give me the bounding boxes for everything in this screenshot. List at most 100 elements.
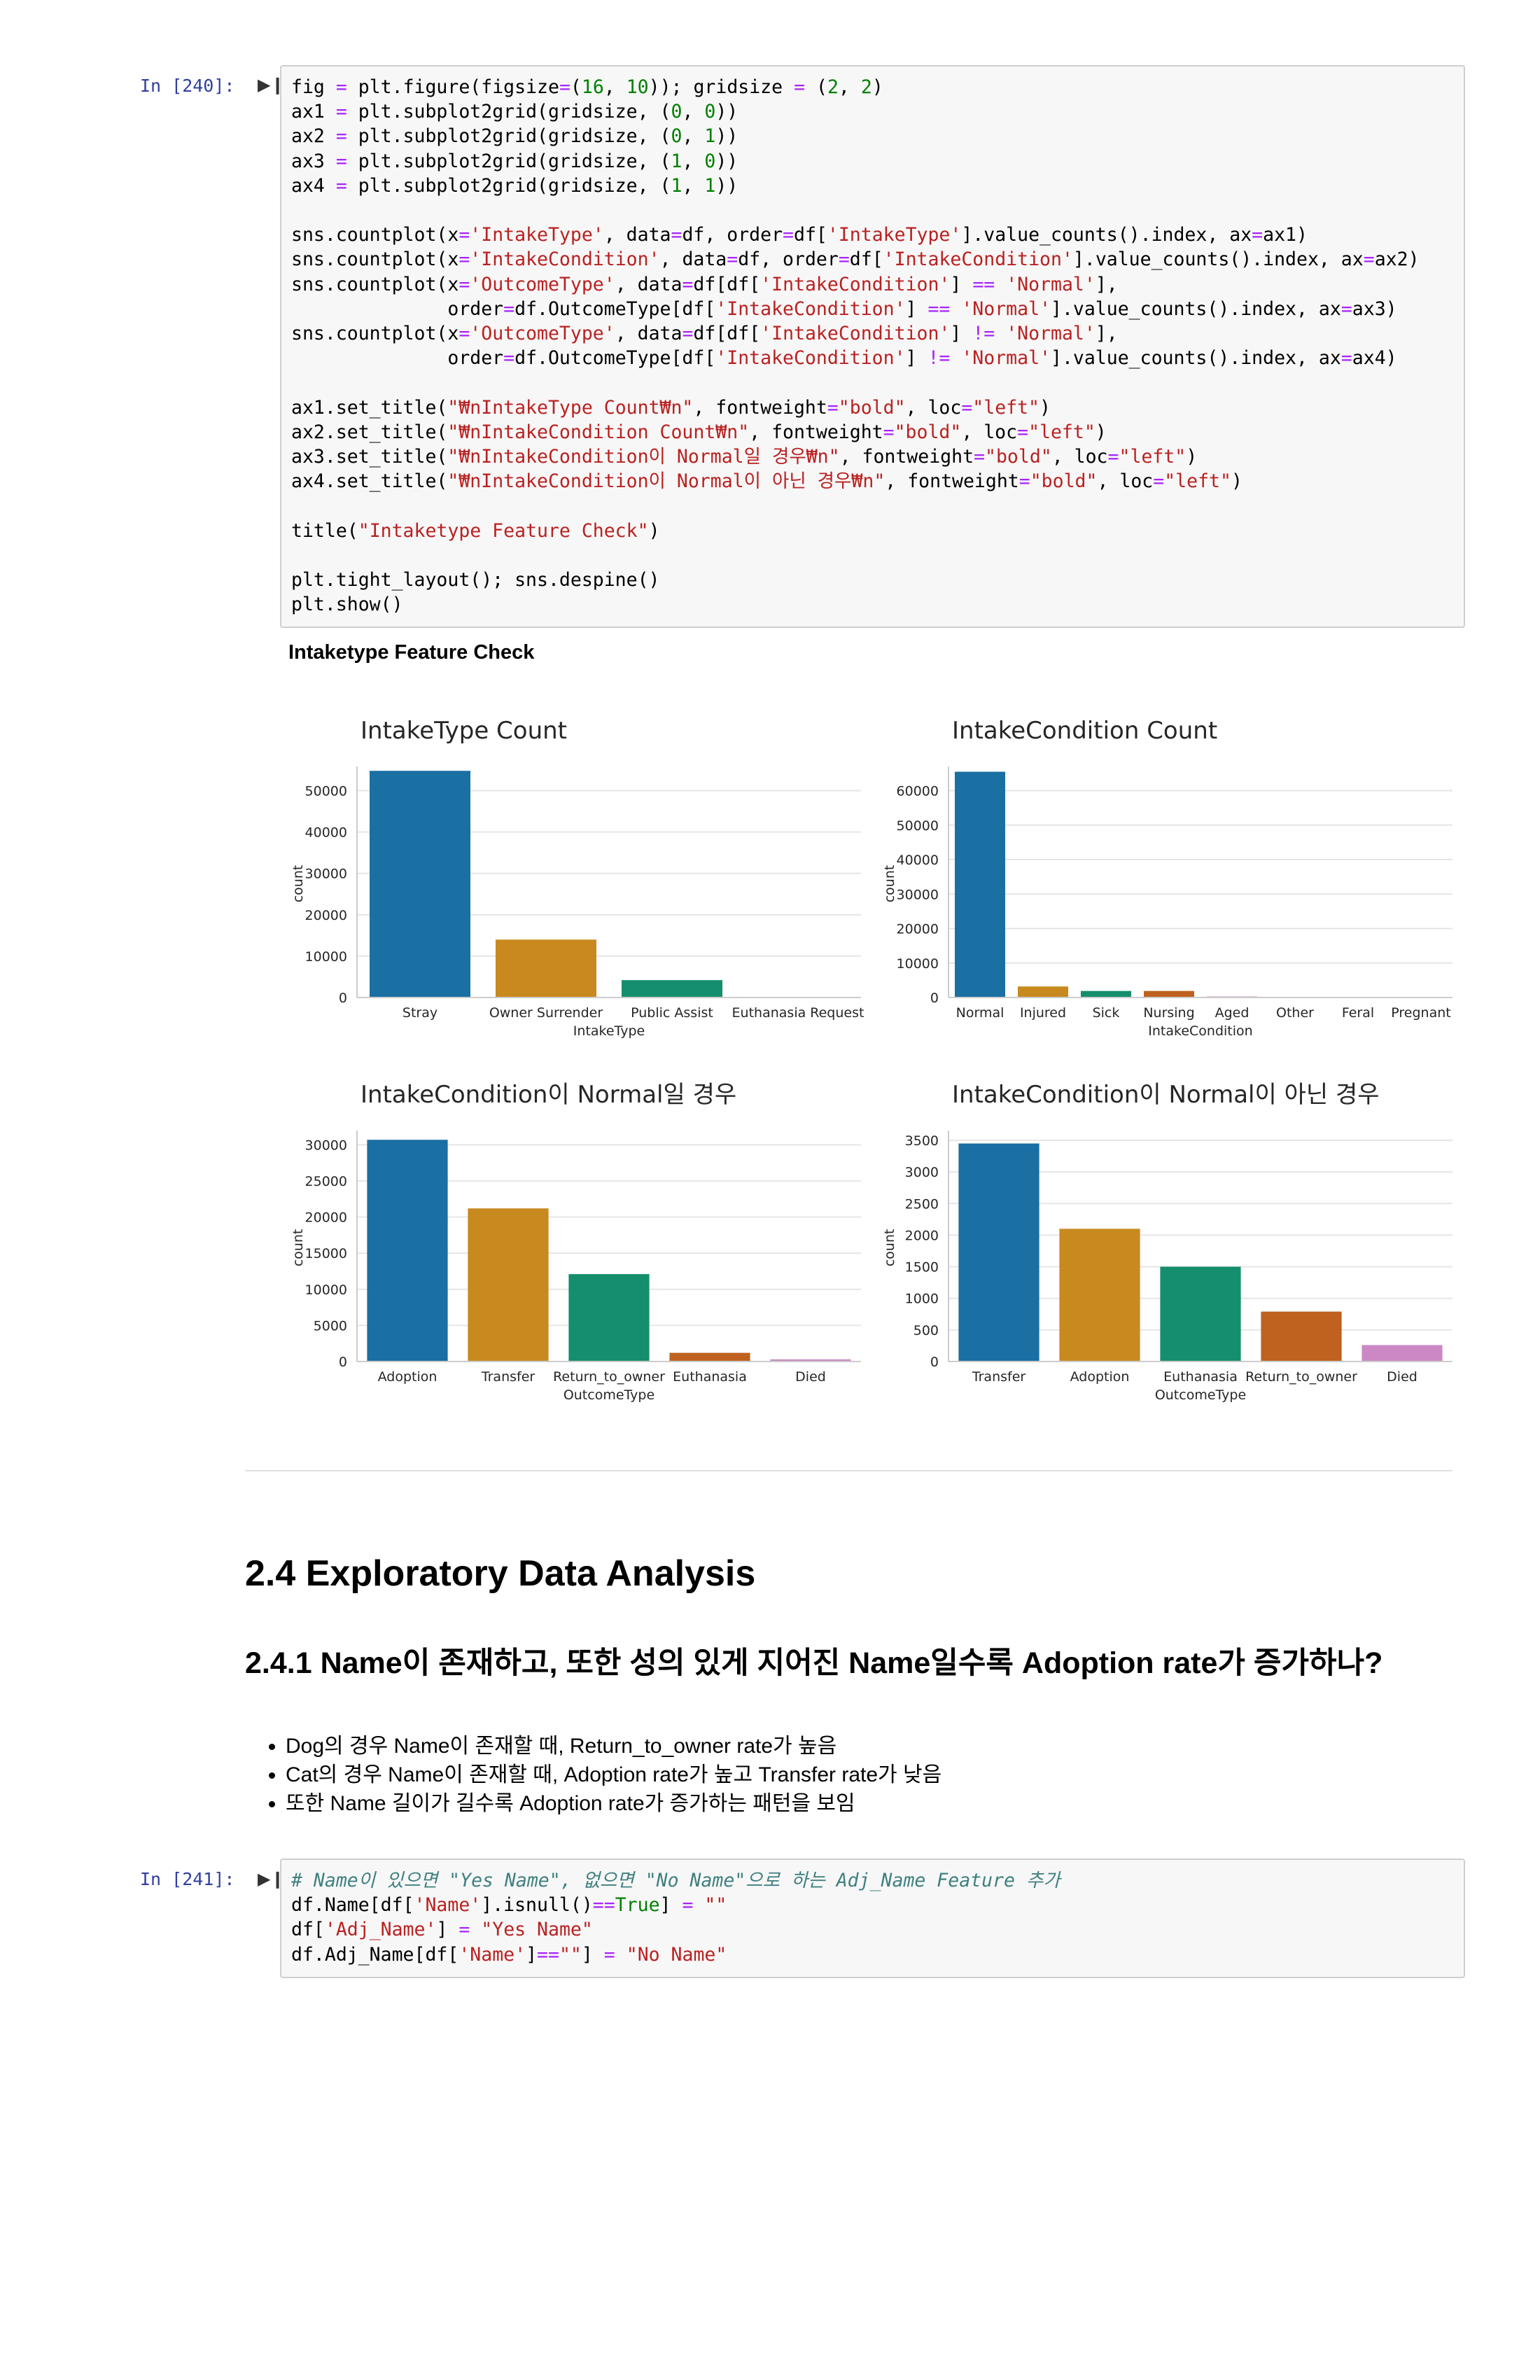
code-token: != (927, 347, 951, 370)
y-tick-label: 0 (930, 990, 939, 1006)
code-line (291, 372, 302, 393)
code-token: 0 (671, 125, 682, 148)
code-token: ax2) (1374, 248, 1420, 271)
code-cell-240[interactable]: fig = plt.figure(figsize=(16, 10)); grid… (280, 65, 1465, 628)
y-tick-label: 25000 (305, 1174, 347, 1189)
code-token: 16 (581, 76, 604, 98)
code-token: ] (526, 1943, 538, 1966)
code-token: ) (872, 76, 883, 98)
code-token: "bold" (838, 396, 906, 419)
code-token: 10 (626, 76, 649, 98)
code-token: = (503, 347, 515, 370)
bar (367, 1140, 448, 1362)
code-cell-241[interactable]: # Name이 있으면 "Yes Name", 없으면 "No Name"으로 … (280, 1858, 1465, 1978)
code-token: != (972, 323, 995, 345)
y-tick-label: 50000 (897, 818, 939, 834)
code-token: order (291, 347, 504, 370)
code-token: ] (905, 298, 928, 320)
code-token: ].isnull() (481, 1894, 593, 1917)
y-tick-label: 20000 (305, 1210, 347, 1226)
code-token: , data (603, 224, 671, 246)
code-token: )) (715, 174, 738, 197)
code-token: ] (659, 1894, 682, 1917)
code-token: = (883, 421, 895, 443)
code-token: "bold" (1030, 470, 1098, 493)
y-tick-label: 30000 (305, 867, 347, 882)
x-tick-label: Euthanasia (1163, 1369, 1238, 1385)
code-token: = (458, 1919, 470, 1941)
code-line: ax3.set_title("₩nIntakeCondition이 Normal… (291, 446, 1197, 468)
code-editor-241[interactable]: # Name이 있으면 "Yes Name", 없으면 "No Name"으로 … (291, 1868, 1454, 1967)
code-token: ].value_counts().index, ax (1072, 248, 1364, 271)
code-token: == (537, 1943, 559, 1966)
bar (370, 771, 470, 997)
x-tick-label: Died (795, 1369, 826, 1385)
code-token: = (682, 323, 694, 345)
code-token: 1 (704, 125, 716, 148)
code-token: , loc (905, 396, 962, 419)
code-token: plt.subplot2grid(gridsize, ( (346, 101, 671, 123)
code-token: "left" (1028, 421, 1096, 443)
y-tick-label: 60000 (897, 784, 939, 799)
code-token (950, 298, 961, 320)
code-token: = (335, 76, 347, 98)
cell-240-prompt: In [240]: (140, 76, 235, 96)
code-token: = (783, 224, 794, 246)
x-axis-label: IntakeCondition (1148, 1023, 1252, 1039)
y-axis-label: count (882, 865, 897, 903)
code-token: = (1107, 446, 1119, 468)
code-token: 'OutcomeType' (470, 323, 615, 345)
y-tick-label: 500 (913, 1323, 939, 1338)
code-token: ] (436, 1919, 459, 1941)
code-token: "₩nIntakeCondition이 Normal이 아닌 경우₩n" (447, 470, 886, 493)
code-line: plt.tight_layout(); sns.despine() (291, 569, 660, 591)
code-token: df.OutcomeType[df[ (514, 298, 716, 320)
code-token: "" (559, 1943, 582, 1966)
y-axis-label: count (290, 865, 306, 903)
y-tick-label: 40000 (897, 853, 939, 868)
code-token: 'IntakeCondition' (715, 298, 906, 320)
code-token: == (927, 298, 951, 320)
x-tick-label: Nursing (1143, 1005, 1194, 1021)
code-token: , (838, 76, 861, 98)
code-token: plt.subplot2grid(gridsize, ( (346, 150, 671, 172)
bar (955, 771, 1005, 997)
code-token: ].value_counts().index, ax (1050, 347, 1341, 370)
code-token: "₩nIntakeCondition Count₩n" (447, 421, 750, 443)
code-token: # Name이 있으면 "Yes Name", 없으면 "No Name"으로 … (291, 1870, 1060, 1891)
code-line: ax3 = plt.subplot2grid(gridsize, (1, 0)) (291, 150, 738, 172)
code-token: 'Name' (458, 1943, 526, 1966)
code-token: "bold" (894, 421, 962, 443)
section-divider (245, 1470, 1452, 1471)
code-line: ax2 = plt.subplot2grid(gridsize, (0, 1)) (291, 125, 738, 147)
code-token: = (838, 248, 850, 271)
code-token: = (335, 150, 347, 172)
code-token: , (603, 76, 626, 98)
code-token: df[ (794, 224, 827, 246)
code-token: ax4) (1352, 347, 1397, 370)
code-token: 'OutcomeType' (470, 273, 615, 295)
code-token: = (974, 446, 985, 468)
x-tick-label: Transfer (972, 1369, 1026, 1385)
code-token: = (1017, 421, 1029, 443)
code-token: ax2 (291, 125, 336, 148)
bar (770, 1359, 851, 1362)
bar (1018, 986, 1068, 997)
code-token: 'IntakeCondition' (883, 248, 1073, 271)
code-token (693, 1894, 704, 1916)
y-tick-label: 20000 (897, 922, 939, 937)
code-token: 'IntakeType' (470, 224, 604, 246)
code-token: , fontweight (839, 446, 974, 468)
chart-title: IntakeType Count (360, 717, 567, 745)
y-tick-label: 1000 (905, 1292, 939, 1307)
code-token: , loc (1051, 446, 1108, 468)
code-token: = (458, 323, 470, 345)
code-token: = (335, 174, 347, 197)
chart-title: IntakeCondition이 Normal일 경우 (360, 1081, 736, 1109)
code-token: plt.subplot2grid(gridsize, ( (346, 174, 671, 197)
code-line: df['Adj_Name'] = "Yes Name" (291, 1919, 593, 1940)
code-token: ax3) (1352, 298, 1397, 320)
code-editor-240[interactable]: fig = plt.figure(figsize=(16, 10)); grid… (291, 75, 1454, 617)
y-tick-label: 3500 (905, 1133, 939, 1149)
code-token: = (559, 76, 570, 98)
